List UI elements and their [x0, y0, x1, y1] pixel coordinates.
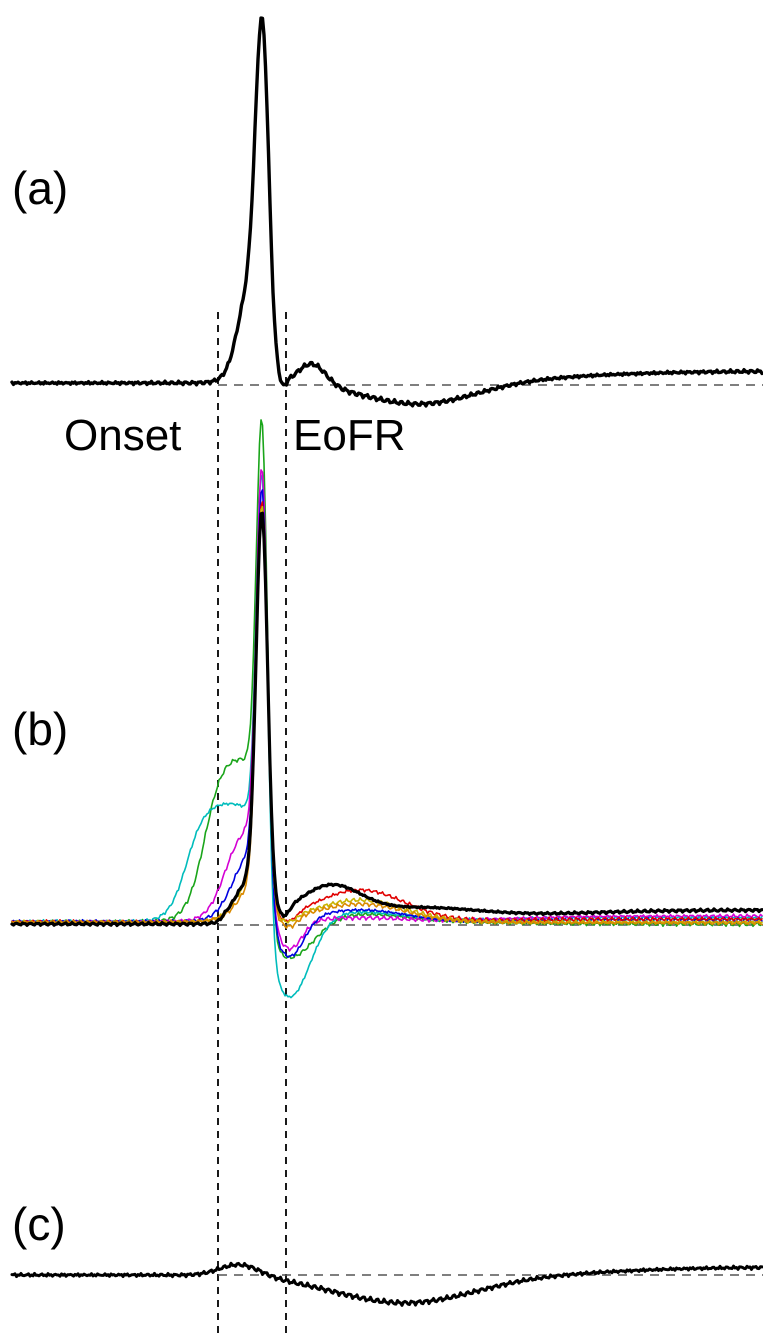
trial-trace-5: [11, 501, 763, 926]
trial-trace-6: [11, 505, 763, 925]
trial-trace-4: [11, 489, 763, 959]
panel-a-label: (a): [12, 162, 68, 214]
onset-label: Onset: [64, 411, 181, 460]
mean-trace-a: [10, 16, 763, 408]
panel-a: [10, 16, 763, 408]
mean-trace-c: [10, 1261, 763, 1307]
panel-c-label: (c): [12, 1198, 66, 1250]
eofr-label: EoFR: [293, 411, 405, 460]
trial-trace-7: [11, 511, 763, 929]
panel-c: [10, 1261, 763, 1307]
panel-b: [10, 419, 763, 999]
mean-trace-b: [10, 511, 763, 928]
trial-trace-3: [11, 469, 763, 952]
trial-trace-1: [11, 419, 763, 960]
panel-b-label: (b): [12, 703, 68, 755]
